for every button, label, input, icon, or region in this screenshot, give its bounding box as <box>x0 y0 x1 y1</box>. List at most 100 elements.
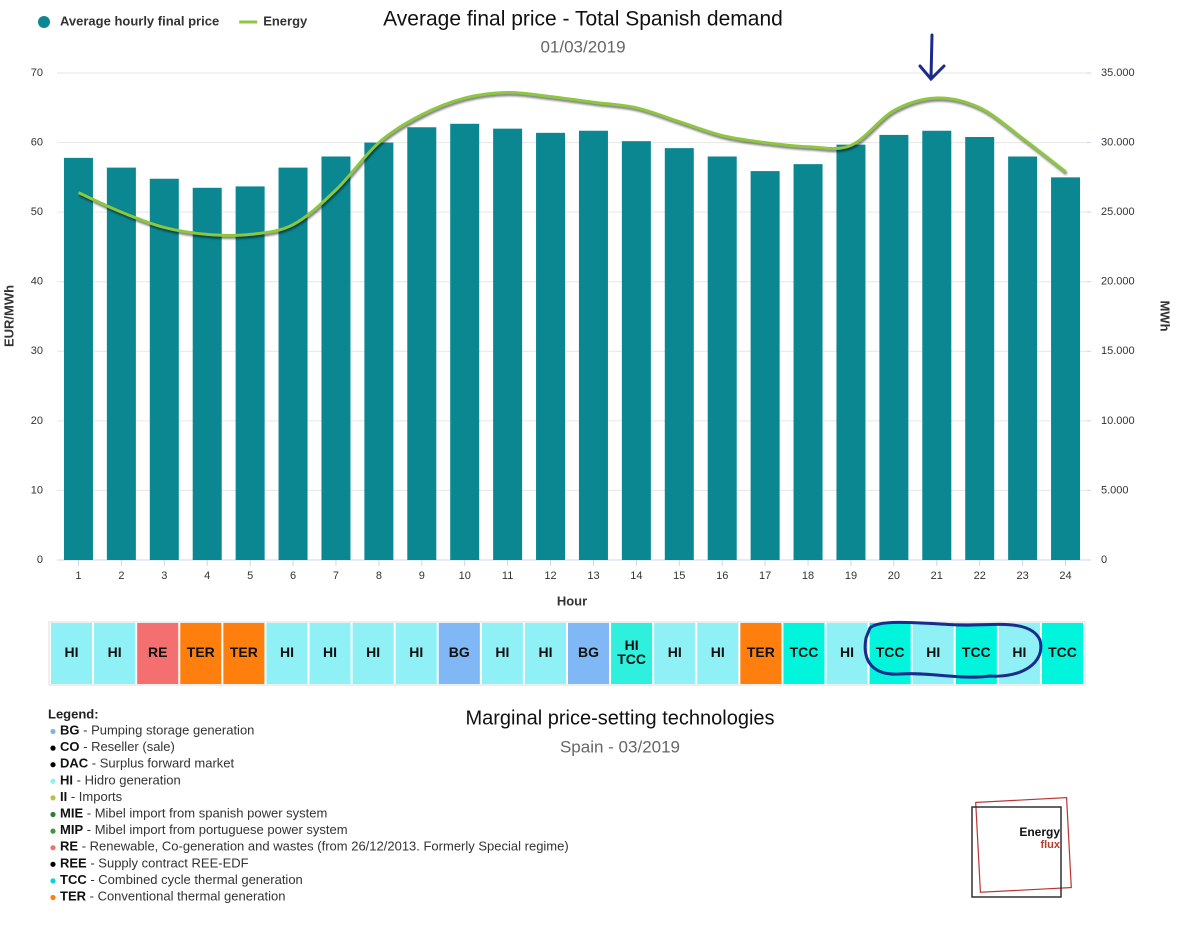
technology-cell <box>481 623 523 684</box>
bar <box>1008 156 1038 560</box>
x-tick-label: 18 <box>802 570 814 582</box>
technology-label: HI <box>711 644 725 660</box>
y-tick-label: 40 <box>31 276 43 288</box>
legend-description: - Renewable, Co-generation and wastes (f… <box>82 839 569 854</box>
legend-item: MIP - Mibel import from portuguese power… <box>60 823 348 838</box>
bar <box>707 156 737 560</box>
technology-label: TER <box>747 644 775 660</box>
legend-code: II <box>60 789 67 804</box>
bar <box>63 157 93 560</box>
legend-code: DAC <box>60 756 89 771</box>
technology-label: HI <box>323 644 337 660</box>
bar <box>750 171 780 561</box>
technology-label: HI <box>108 644 122 660</box>
legend-code: CO <box>60 740 80 755</box>
legend-label: Average hourly final price <box>60 13 219 28</box>
bar <box>836 144 866 560</box>
x-tick-label: 22 <box>974 570 986 582</box>
legend-item: RE - Renewable, Co-generation and wastes… <box>60 839 569 854</box>
technology-label: TCC <box>876 644 905 660</box>
bar <box>965 137 995 560</box>
technology-cell <box>826 623 868 684</box>
y-tick-label: 0 <box>37 554 43 566</box>
x-tick-label: 2 <box>118 570 124 582</box>
bar <box>364 142 394 561</box>
technology-label: HI <box>926 644 940 660</box>
y-tick-label: 20 <box>31 415 43 427</box>
technology-cell <box>955 623 997 684</box>
legend-description: - Pumping storage generation <box>83 723 254 738</box>
annotation-arrow <box>918 33 946 82</box>
legend-description: - Mibel import from portuguese power sys… <box>87 823 348 838</box>
technology-label: TCC <box>1048 644 1077 660</box>
x-tick-label: 1 <box>75 570 81 582</box>
technology-label: HI <box>366 644 380 660</box>
legend-title: Legend: <box>48 706 99 721</box>
technology-label: TCC <box>617 651 646 667</box>
x-tick-label: 6 <box>290 570 296 582</box>
bar <box>664 148 694 560</box>
bar <box>450 123 480 560</box>
technology-label: HI <box>65 644 79 660</box>
bar <box>493 128 523 560</box>
technology-cell <box>438 623 480 684</box>
technology-cell <box>309 623 351 684</box>
bar <box>536 132 566 560</box>
technology-cell <box>223 623 265 684</box>
bar <box>922 130 952 560</box>
legend-item: MIE - Mibel import from spanish power sy… <box>60 806 327 821</box>
technology-label: HI <box>1012 644 1026 660</box>
x-tick-label: 11 <box>502 570 513 582</box>
technology-label: BG <box>578 644 599 660</box>
legend-dot <box>50 811 56 818</box>
y2-tick-label: 35.000 <box>1101 67 1135 79</box>
technologies-subtitle: Spain - 03/2019 <box>560 737 680 756</box>
legend-code: REE <box>60 856 87 871</box>
x-axis-label: Hour <box>557 593 587 608</box>
legend-code: TCC <box>60 872 87 887</box>
technology-cell <box>352 623 394 684</box>
technologies-title: Marginal price-setting technologies <box>465 707 774 729</box>
y-tick-label: 30 <box>31 345 43 357</box>
legend-dot <box>50 795 56 801</box>
x-tick-label: 5 <box>247 570 253 582</box>
technology-label: TER <box>230 644 258 660</box>
legend-description: - Imports <box>71 789 123 804</box>
technology-cell <box>1041 623 1083 684</box>
y-tick-label: 60 <box>31 136 43 148</box>
legend-code: BG <box>60 723 80 738</box>
bar <box>149 178 179 560</box>
legend-item: CO - Reseller (sale) <box>60 740 175 755</box>
technology-label: HI <box>409 644 423 660</box>
logo-text: Energy <box>1019 825 1060 839</box>
legend-label: Energy <box>263 13 308 28</box>
legend-dot <box>50 894 56 901</box>
y2-tick-label: 0 <box>1101 554 1107 566</box>
legend-description: - Mibel import from spanish power system <box>87 806 328 821</box>
x-tick-label: 8 <box>376 570 382 582</box>
legend-item: HI - Hidro generation <box>60 773 181 788</box>
legend-dot <box>50 878 56 884</box>
x-tick-label: 24 <box>1059 570 1071 582</box>
technology-cell <box>654 623 696 684</box>
y-tick-label: 50 <box>31 206 43 218</box>
x-tick-label: 3 <box>161 570 167 582</box>
technology-cell <box>524 623 566 684</box>
x-tick-label: 4 <box>204 570 210 582</box>
technology-label: HI <box>280 644 294 660</box>
legend-item: BG - Pumping storage generation <box>60 723 254 738</box>
y2-tick-label: 15.000 <box>1101 345 1135 357</box>
x-tick-label: 23 <box>1017 570 1029 582</box>
x-tick-label: 10 <box>459 570 471 582</box>
technology-cell <box>697 623 739 684</box>
technology-label: BG <box>449 644 470 660</box>
chart-title: Average final price - Total Spanish dema… <box>383 8 783 31</box>
bar <box>407 127 437 560</box>
legend-description: - Supply contract REE-EDF <box>90 856 248 871</box>
bar <box>106 167 136 561</box>
legend-item: TER - Conventional thermal generation <box>60 889 285 904</box>
y-tick-label: 70 <box>31 67 43 79</box>
technology-cell <box>266 623 308 684</box>
bar <box>1051 177 1081 560</box>
x-tick-label: 19 <box>845 570 857 582</box>
